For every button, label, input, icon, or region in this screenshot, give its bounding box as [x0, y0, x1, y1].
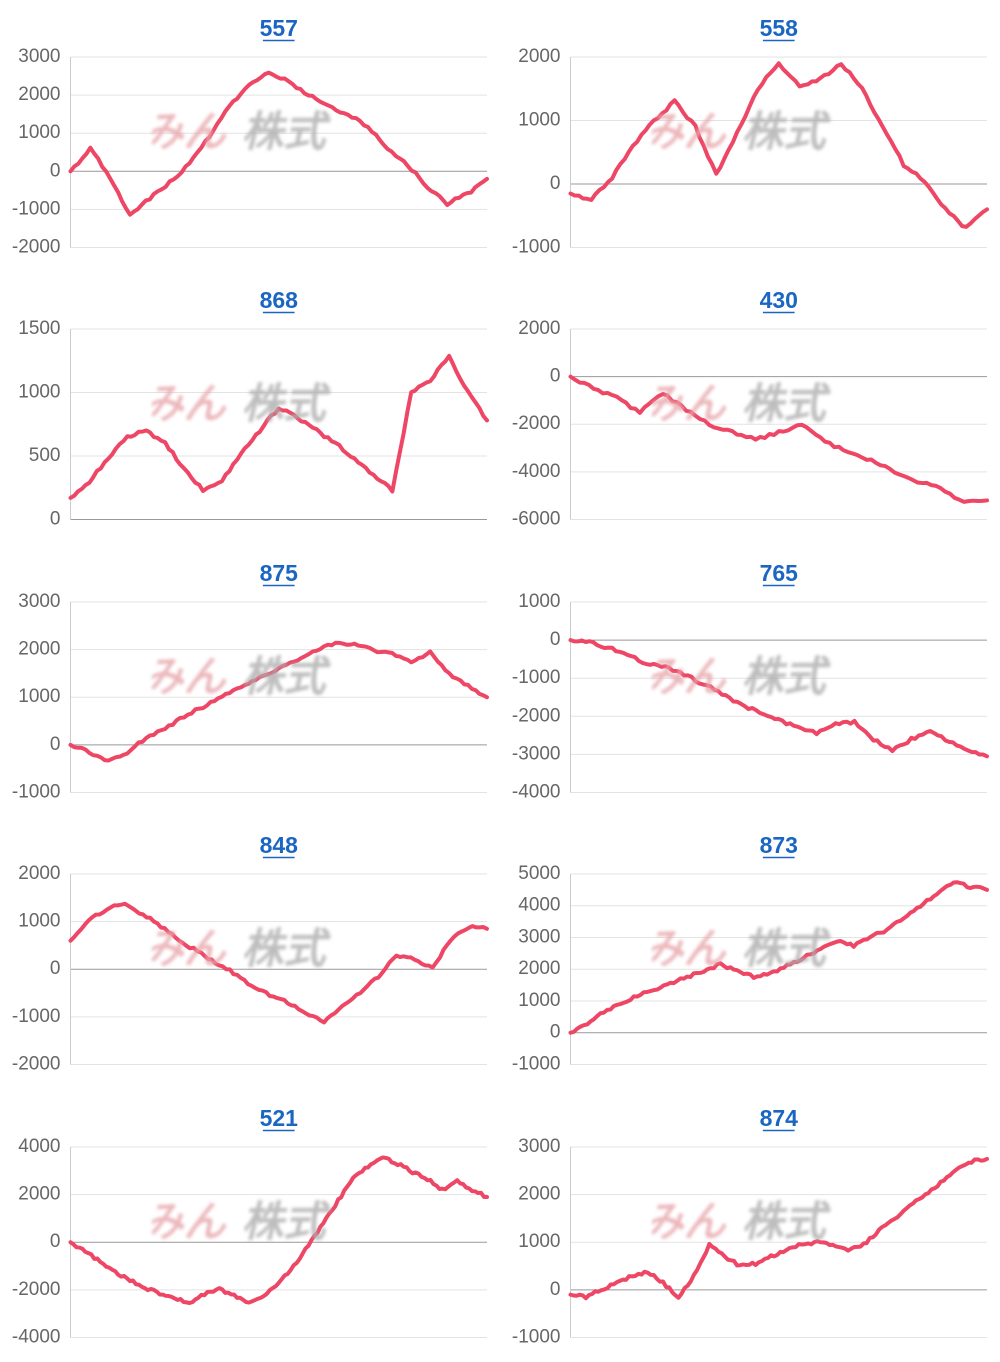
svg-text:-2000: -2000 — [12, 1054, 61, 1075]
svg-text:1000: 1000 — [18, 382, 60, 403]
svg-text:0: 0 — [550, 1022, 561, 1043]
svg-text:-1000: -1000 — [12, 781, 61, 802]
svg-text:558: 558 — [760, 15, 799, 41]
svg-text:0: 0 — [550, 366, 561, 387]
svg-text:873: 873 — [760, 832, 798, 858]
svg-text:3000: 3000 — [518, 1136, 560, 1157]
svg-text:0: 0 — [50, 509, 61, 530]
svg-text:-2000: -2000 — [512, 705, 561, 726]
svg-text:521: 521 — [260, 1105, 299, 1131]
svg-text:2000: 2000 — [518, 958, 560, 979]
svg-text:765: 765 — [760, 560, 799, 586]
svg-text:1000: 1000 — [18, 911, 60, 932]
svg-text:-1000: -1000 — [512, 1326, 561, 1347]
svg-text:-1000: -1000 — [512, 667, 561, 688]
svg-text:2000: 2000 — [518, 46, 560, 67]
svg-text:0: 0 — [550, 1278, 561, 1299]
svg-text:0: 0 — [550, 173, 561, 194]
svg-text:874: 874 — [760, 1105, 799, 1131]
svg-text:1000: 1000 — [518, 990, 560, 1011]
svg-text:430: 430 — [760, 287, 798, 313]
svg-text:-4000: -4000 — [512, 461, 561, 482]
svg-text:-1000: -1000 — [512, 236, 561, 257]
svg-text:2000: 2000 — [18, 638, 60, 659]
svg-text:-1000: -1000 — [12, 1006, 61, 1027]
svg-text:0: 0 — [50, 958, 61, 979]
svg-text:0: 0 — [550, 629, 561, 650]
svg-text:2000: 2000 — [18, 84, 60, 105]
svg-text:-2000: -2000 — [512, 414, 561, 435]
svg-text:875: 875 — [260, 560, 299, 586]
svg-text:-2000: -2000 — [12, 1278, 61, 1299]
svg-text:2000: 2000 — [518, 318, 560, 339]
svg-text:3000: 3000 — [518, 927, 560, 948]
svg-text:2000: 2000 — [18, 863, 60, 884]
svg-text:-2000: -2000 — [12, 236, 61, 257]
svg-text:0: 0 — [50, 160, 61, 181]
svg-text:557: 557 — [260, 15, 298, 41]
svg-text:3000: 3000 — [18, 46, 60, 67]
svg-text:1000: 1000 — [18, 686, 60, 707]
svg-text:4000: 4000 — [518, 895, 560, 916]
svg-text:2000: 2000 — [18, 1183, 60, 1204]
svg-text:-1000: -1000 — [512, 1054, 561, 1075]
svg-text:1000: 1000 — [18, 122, 60, 143]
svg-text:1000: 1000 — [518, 1231, 560, 1252]
svg-text:-6000: -6000 — [512, 509, 561, 530]
svg-text:3000: 3000 — [18, 591, 60, 612]
svg-text:1500: 1500 — [18, 318, 60, 339]
svg-text:-3000: -3000 — [512, 743, 561, 764]
svg-text:0: 0 — [50, 1231, 61, 1252]
svg-text:2000: 2000 — [518, 1183, 560, 1204]
svg-text:-4000: -4000 — [512, 781, 561, 802]
svg-text:4000: 4000 — [18, 1136, 60, 1157]
svg-text:1000: 1000 — [518, 591, 560, 612]
svg-text:1000: 1000 — [518, 109, 560, 130]
svg-text:868: 868 — [260, 287, 299, 313]
svg-text:0: 0 — [50, 734, 61, 755]
svg-text:5000: 5000 — [518, 863, 560, 884]
svg-text:500: 500 — [29, 445, 61, 466]
svg-text:848: 848 — [260, 832, 299, 858]
svg-text:-4000: -4000 — [12, 1326, 61, 1347]
svg-text:-1000: -1000 — [12, 198, 61, 219]
